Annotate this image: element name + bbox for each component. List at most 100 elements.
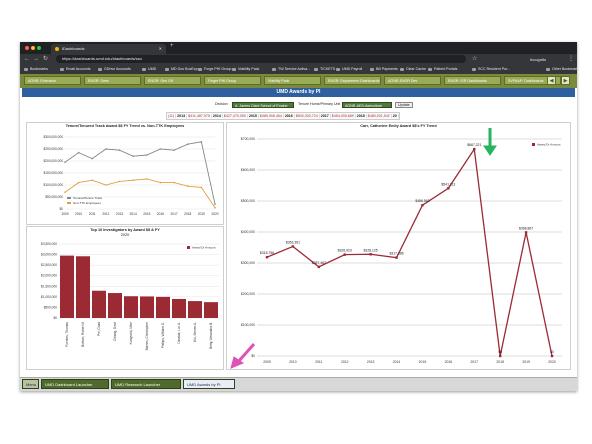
bar [60,255,74,318]
data-label: $486,563 [415,199,429,203]
back-icon[interactable]: ← [24,56,30,62]
top-investigators-subtitle: 2020 [120,233,130,237]
x-tick-label: Bottner, Robert M [81,322,85,347]
bookmark-item[interactable]: Bill Payments [370,65,398,74]
bottom-tab-bar: Menu UMD Dashboard Launcher UMD Research… [20,377,577,391]
division-select[interactable]: A. James Clark School of Engine [232,102,294,108]
year-amount: $500,300,724 [294,114,320,118]
bookmark-item[interactable]: Bookmarks [24,65,48,74]
x-tick-label: 2010 [289,360,297,364]
dashboard-tab-strip: AGNR: Extension ENGR: Gees ENGR: Gen OK Fin… [20,74,577,88]
x-tick-label: Pei, Chad [97,322,101,336]
data-label: $541,113 [441,182,455,186]
y-tick-label: $500,000 [44,305,58,309]
next-tabs-icon[interactable]: ▶ [561,76,570,85]
data-point [524,231,528,234]
top-investigators-title: Top 10 Investigators by Award $$ & FY [90,228,160,232]
dashboard-tab[interactable]: Viability Pack [264,76,321,85]
browser-tab[interactable]: iDashboards ✕ [51,44,166,54]
dashboard-title: UMD Awards by PI [22,88,575,97]
bookmark-item[interactable]: Other Bookmarks [546,65,577,74]
folder-icon [370,67,374,71]
update-button[interactable]: Update [395,102,413,108]
close-tab-icon[interactable]: ✕ [158,46,162,51]
data-label: $317,386 [389,252,403,256]
x-tick-label: 2017 [470,360,478,364]
browser-tab-bar: iDashboards ✕ + [20,42,577,54]
x-tick-label: 2016 [445,360,453,364]
dashboard-tab[interactable]: ENGR: ISR Dashboards [444,76,501,85]
bookmark-item[interactable]: Forge PHI Group [198,65,231,74]
bookmark-item[interactable]: SCC Resident Por... [472,65,510,74]
bookmark-item[interactable]: Email Accounts [60,65,91,74]
data-label: $667,221 [467,143,481,147]
bookmark-label: Clear Cache [406,67,426,71]
tenure-label: Tenure Home/Primary Unit [298,102,341,106]
folder-icon [272,67,276,71]
data-point [159,181,162,184]
bookmark-item[interactable]: MD Gov BoxExp [165,65,198,74]
dashboard-tab[interactable]: Finger PHI Group [204,76,261,85]
x-tick-label: Chiang, Dewi [113,322,117,341]
browser-window: iDashboards ✕ + ← → ↻ https://dashboards… [20,42,577,391]
more-menu-icon[interactable]: ⋮ [568,56,574,62]
dashboard-tab[interactable]: ENGR: Gees [84,76,141,85]
dashboard-tab[interactable]: AGNR: Extension [24,76,81,85]
data-label: $287,467 [312,261,326,265]
minimize-window-icon[interactable] [31,46,35,50]
bookmark-item[interactable]: UMD Payroll [336,65,362,74]
legend-swatch [187,246,190,249]
folder-icon [165,67,169,71]
maximize-window-icon[interactable] [37,46,41,50]
forward-icon[interactable]: → [33,56,39,62]
bookmark-item[interactable]: TW Service Activa... [272,65,310,74]
legend-label: Non-TTK Employees [73,201,101,205]
bookmark-label: Other Bookmarks [552,67,577,71]
y-tick-label: $700,000 [241,137,255,141]
data-point [105,148,107,150]
tab-dashboard-launcher[interactable]: UMD Dashboard Launcher [41,379,109,389]
bookmark-item[interactable]: GDrive Accounts [98,65,131,74]
reload-icon[interactable]: ↻ [43,56,49,62]
bookmark-item[interactable]: Clear Cache [400,65,426,74]
folder-icon [198,67,202,71]
x-tick-label: Wu, Steven A. [193,322,197,342]
close-window-icon[interactable] [25,46,29,50]
bookmark-label: Viability Pack [238,67,260,71]
y-tick-label: $250,000,000 [44,147,64,151]
url-field[interactable]: https://dashboards.umd.edu/idashboards/s… [56,55,466,63]
menu-button[interactable]: Menu [22,379,39,389]
folder-icon [546,67,550,71]
x-tick-label: 2016 [157,212,164,216]
dashboard-tab[interactable]: SVPAAP: Dashboards [504,76,561,85]
top-investigators-chart: $0 $500,000 $1,000,000 $1,500,000 $2,000,000… [41,242,219,350]
bookmark-item[interactable]: Viability Pack [232,65,259,74]
prev-tabs-icon[interactable]: ◀ [547,76,556,85]
dashboard-tab[interactable]: AGNR-ENGR Dev [384,76,441,85]
bookmark-label: Bill Payments [376,67,398,71]
bookmark-item[interactable]: TICKETS [314,65,335,74]
x-tick-label: 2020 [211,212,218,216]
x-tick-label: 2015 [143,212,150,216]
dashboard-tab[interactable]: ENGR: Gen OK [144,76,201,85]
bar [156,296,170,318]
x-tick-label: 2015 [419,360,427,364]
bar [140,296,154,318]
tab-awards-by-pi[interactable]: UMD Awards by PI [183,379,235,389]
dashboard-area: UMD Awards by PI Division A. James Clark… [20,88,577,377]
data-label: $0 [498,350,502,354]
data-label: $353,361 [286,240,300,244]
tenure-trend-title: Tenure/Tenured Track Award $$ FY Trend v… [65,124,185,128]
data-label: $318,756 [260,251,274,255]
bookmark-item[interactable]: Patient Portals [428,65,457,74]
incognito-label[interactable]: Incognito [530,57,547,62]
new-tab-icon[interactable]: + [170,43,174,49]
star-icon[interactable]: ☆ [472,56,478,62]
tab-research-launcher[interactable]: UMD Research Launcher [111,379,181,389]
pi-trend-panel: Carr, Catherine Emily Award $$'s FY Tren… [226,122,571,370]
dashboard-tab[interactable]: ENGR: Department Dashboards [324,76,381,85]
bookmark-item[interactable]: UMD [142,65,156,74]
bookmark-label: TICKETS [320,67,336,71]
tenure-select[interactable]: AGNR-AES-Agriculture [342,102,392,108]
data-point [214,207,216,209]
